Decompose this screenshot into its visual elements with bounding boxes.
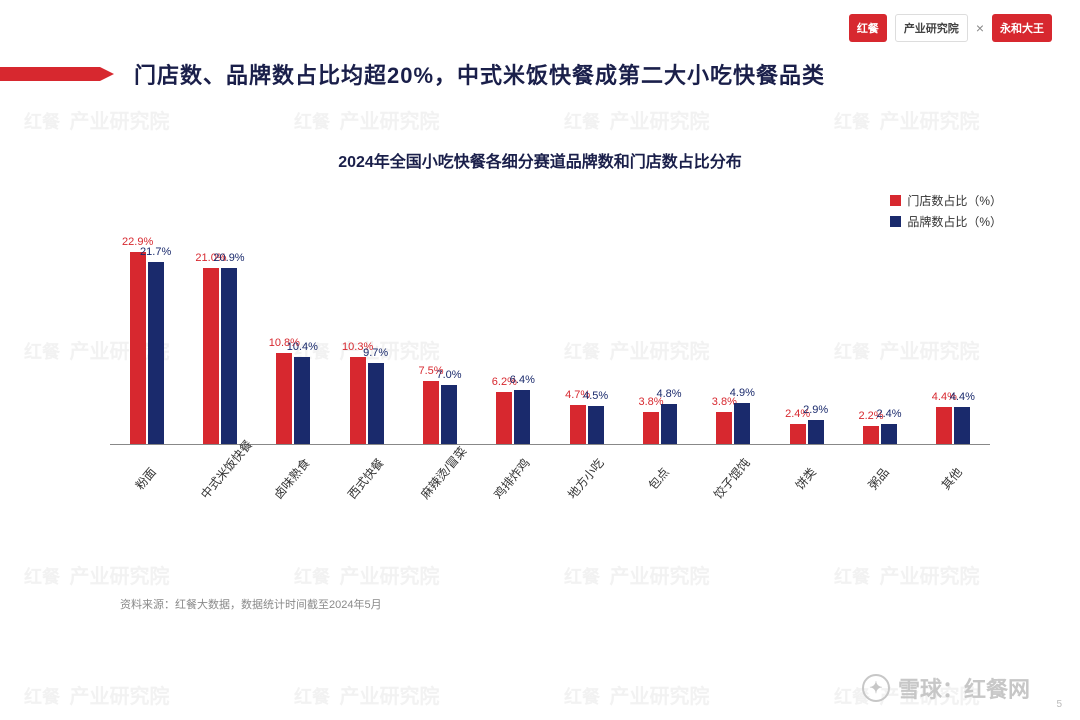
bar-value-label: 10.4% xyxy=(287,341,318,353)
bar-stores: 4.4% xyxy=(936,407,952,444)
bar-group: 2.4%2.9% xyxy=(783,420,831,444)
bar-stores: 10.3% xyxy=(350,357,366,444)
footer-watermark-icon: ✦ xyxy=(862,674,890,702)
bar-brands: 2.4% xyxy=(881,424,897,444)
bar-stores: 4.7% xyxy=(570,405,586,444)
background-watermark: 红餐 产业研究院 xyxy=(830,560,980,589)
x-axis-label: 地方小吃 xyxy=(563,455,607,503)
bar-value-label: 21.7% xyxy=(140,246,171,258)
legend-item-stores: 门店数占比（%） xyxy=(890,192,1002,209)
header-logos: 红餐 产业研究院 × 永和大王 xyxy=(849,14,1052,42)
x-axis-label: 饼类 xyxy=(783,455,827,503)
background-watermark: 红餐 产业研究院 xyxy=(20,680,170,709)
bar-group: 10.3%9.7% xyxy=(343,357,391,444)
bar-brands: 4.4% xyxy=(954,407,970,444)
logo-cross: × xyxy=(976,20,984,36)
bar-stores: 10.8% xyxy=(276,353,292,444)
bar-value-label: 4.4% xyxy=(950,391,975,403)
headline-accent-bar xyxy=(0,67,100,81)
bar-brands: 10.4% xyxy=(294,357,310,444)
bar-group: 4.7%4.5% xyxy=(563,405,611,444)
bar-group: 10.8%10.4% xyxy=(269,353,317,444)
bar-stores: 21.0% xyxy=(203,268,219,444)
bar-value-label: 4.9% xyxy=(730,387,755,399)
bar-brands: 7.0% xyxy=(441,385,457,444)
logo-partner: 永和大王 xyxy=(992,14,1052,42)
bar-brands: 2.9% xyxy=(808,420,824,444)
bar-value-label: 4.5% xyxy=(583,390,608,402)
bar-value-label: 4.8% xyxy=(656,388,681,400)
legend-item-brands: 品牌数占比（%） xyxy=(890,213,1002,230)
bar-value-label: 9.7% xyxy=(363,347,388,359)
bar-chart: 22.9%21.7%21.0%20.9%10.8%10.4%10.3%9.7%7… xyxy=(110,235,990,485)
x-axis-label: 其他 xyxy=(930,455,974,503)
logo-hongcan-badge: 红餐 xyxy=(849,14,887,42)
footer-watermark-text: 雪球：红餐网 xyxy=(898,672,1030,704)
page-number: 5 xyxy=(1056,699,1062,710)
bar-value-label: 20.9% xyxy=(213,252,244,264)
background-watermark: 红餐 产业研究院 xyxy=(560,560,710,589)
background-watermark: 红餐 产业研究院 xyxy=(560,680,710,709)
legend-label-brands: 品牌数占比（%） xyxy=(907,213,1002,230)
footer-watermark: ✦ 雪球：红餐网 xyxy=(862,672,1030,704)
bar-stores: 2.2% xyxy=(863,426,879,444)
headline-row: 门店数、品牌数占比均超20%，中式米饭快餐成第二大小吃快餐品类 xyxy=(0,58,1080,90)
bar-group: 3.8%4.8% xyxy=(636,404,684,444)
bar-brands: 20.9% xyxy=(221,268,237,444)
background-watermark: 红餐 产业研究院 xyxy=(560,105,710,134)
bar-value-label: 2.4% xyxy=(876,408,901,420)
chart-x-labels: 粉面中式米饭快餐卤味熟食西式快餐麻辣烫/冒菜鸡排炸鸡地方小吃包点饺子馄饨饼类粥品… xyxy=(110,445,990,485)
background-watermark: 红餐 产业研究院 xyxy=(20,560,170,589)
x-axis-label: 卤味熟食 xyxy=(270,455,314,503)
background-watermark: 红餐 产业研究院 xyxy=(290,105,440,134)
x-axis-label: 西式快餐 xyxy=(343,455,387,503)
logo-hongcan-text: 产业研究院 xyxy=(895,14,968,42)
chart-legend: 门店数占比（%） 品牌数占比（%） xyxy=(890,192,1002,234)
bar-stores: 3.8% xyxy=(716,412,732,444)
legend-swatch-brands xyxy=(890,216,901,227)
background-watermark: 红餐 产业研究院 xyxy=(290,680,440,709)
legend-label-stores: 门店数占比（%） xyxy=(907,192,1002,209)
x-axis-label: 鸡排炸鸡 xyxy=(490,455,534,503)
bar-group: 2.2%2.4% xyxy=(856,424,904,444)
bar-stores: 2.4% xyxy=(790,424,806,444)
chart-title: 2024年全国小吃快餐各细分赛道品牌数和门店数占比分布 xyxy=(0,148,1080,172)
bar-group: 6.2%6.4% xyxy=(489,390,537,444)
bar-stores: 7.5% xyxy=(423,381,439,444)
bar-brands: 9.7% xyxy=(368,363,384,444)
x-axis-label: 麻辣烫/冒菜 xyxy=(417,455,461,503)
bar-group: 4.4%4.4% xyxy=(929,407,977,444)
bar-brands: 4.9% xyxy=(734,403,750,444)
bar-group: 22.9%21.7% xyxy=(123,252,171,444)
bar-stores: 3.8% xyxy=(643,412,659,444)
x-axis-label: 中式米饭快餐 xyxy=(197,455,241,503)
bar-brands: 4.8% xyxy=(661,404,677,444)
background-watermark: 红餐 产业研究院 xyxy=(830,105,980,134)
background-watermark: 红餐 产业研究院 xyxy=(290,560,440,589)
legend-swatch-stores xyxy=(890,195,901,206)
x-axis-label: 包点 xyxy=(637,455,681,503)
bar-stores: 6.2% xyxy=(496,392,512,444)
bar-value-label: 7.0% xyxy=(436,369,461,381)
x-axis-label: 粉面 xyxy=(123,455,167,503)
bar-brands: 21.7% xyxy=(148,262,164,444)
bar-group: 21.0%20.9% xyxy=(196,268,244,444)
bar-brands: 6.4% xyxy=(514,390,530,444)
page-headline: 门店数、品牌数占比均超20%，中式米饭快餐成第二大小吃快餐品类 xyxy=(134,58,825,90)
x-axis-label: 粥品 xyxy=(857,455,901,503)
bar-brands: 4.5% xyxy=(588,406,604,444)
background-watermark: 红餐 产业研究院 xyxy=(20,105,170,134)
bar-stores: 22.9% xyxy=(130,252,146,444)
x-axis-label: 饺子馄饨 xyxy=(710,455,754,503)
bar-value-label: 2.9% xyxy=(803,404,828,416)
bar-group: 7.5%7.0% xyxy=(416,381,464,444)
chart-plot-area: 22.9%21.7%21.0%20.9%10.8%10.4%10.3%9.7%7… xyxy=(110,235,990,445)
data-source-note: 资料来源：红餐大数据，数据统计时间截至2024年5月 xyxy=(120,596,382,612)
bar-group: 3.8%4.9% xyxy=(709,403,757,444)
bar-value-label: 6.4% xyxy=(510,374,535,386)
